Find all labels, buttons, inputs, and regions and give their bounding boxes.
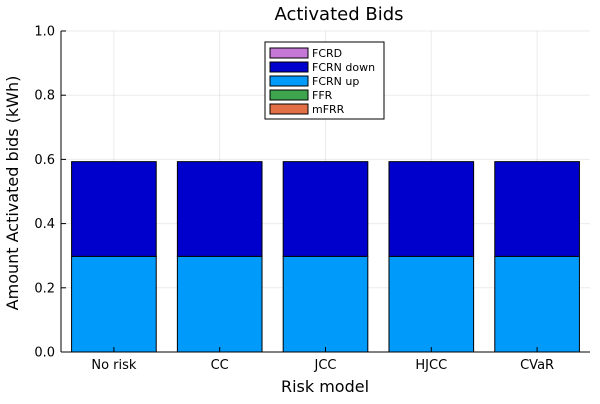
y-tick-label: 0.8 [34,89,55,104]
y-tick-label: 0.6 [34,153,55,168]
bars-layer [71,161,580,353]
bar-segment [388,161,475,257]
legend-label: mFRR [312,103,345,116]
y-tick-label: 0.2 [34,281,55,296]
bar-segment [71,161,157,257]
legend-label: FCRN down [312,61,375,74]
y-tick-label: 0.4 [34,217,55,232]
y-tick-label: 1.0 [34,25,55,40]
chart-title: Activated Bids [274,4,403,25]
bar-segment [494,255,580,353]
axes-layer: 0.0 0.2 0.4 0.6 0.8 1.0 No risk CC JCC HJCC CVaR [34,25,590,373]
legend-swatch [269,103,309,115]
x-tick-label: No risk [91,358,137,373]
bar-segment [176,161,263,257]
x-axis-label: Risk model [281,377,369,396]
legend-swatch [269,75,309,87]
legend-label: FCRN up [312,75,359,88]
y-tick-label: 0.0 [34,346,55,361]
bar-segment [494,161,580,257]
bar-segment [282,255,369,353]
bar-segment [282,161,369,257]
legend-swatch [269,47,309,59]
bar-segment [71,255,157,353]
x-tick-label: CVaR [520,358,554,373]
x-tick-label: HJCC [415,358,447,373]
legend-label: FCRD [312,47,342,60]
legend-label: FFR [312,89,333,102]
legend-swatch [269,89,309,101]
x-tick-label: CC [211,358,229,373]
y-axis-label: Amount Activated bids (kWh) [3,76,22,311]
x-tick-label: JCC [314,358,337,373]
bar-segment [176,255,263,353]
legend-swatch [269,61,309,73]
bar-segment [388,255,475,353]
